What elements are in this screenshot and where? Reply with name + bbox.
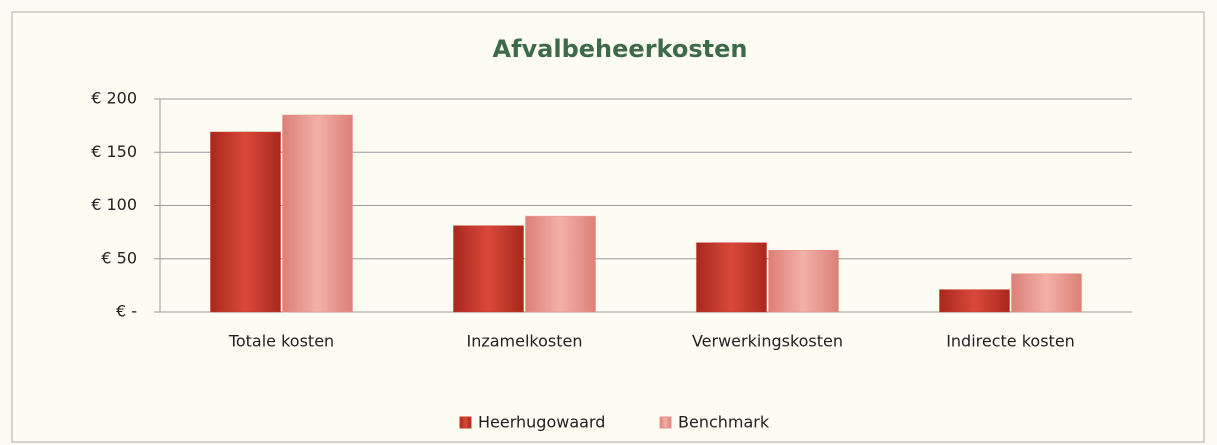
x-tick-label: Inzamelkosten <box>466 332 582 351</box>
bar <box>696 242 767 313</box>
bar <box>282 114 353 313</box>
bar <box>210 131 281 313</box>
bar <box>525 215 596 313</box>
y-tick-label: € 100 <box>91 195 137 214</box>
legend-label: Benchmark <box>678 413 770 432</box>
x-tick-label: Verwerkingskosten <box>692 332 843 351</box>
y-tick-label: € - <box>116 302 137 321</box>
legend-label: Heerhugowaard <box>478 413 605 432</box>
chart-title: Afvalbeheerkosten <box>493 35 748 63</box>
bar <box>768 249 839 313</box>
x-tick-label: Indirecte kosten <box>946 332 1075 351</box>
bar <box>453 225 524 313</box>
bar <box>939 289 1010 313</box>
legend-swatch <box>659 416 672 429</box>
chart-frame <box>11 11 1205 443</box>
legend-swatch <box>459 416 472 429</box>
bar <box>1011 273 1082 313</box>
x-tick-label: Totale kosten <box>228 332 334 351</box>
y-tick-label: € 150 <box>91 142 137 161</box>
y-tick-label: € 200 <box>91 89 137 108</box>
y-tick-label: € 50 <box>101 248 137 267</box>
